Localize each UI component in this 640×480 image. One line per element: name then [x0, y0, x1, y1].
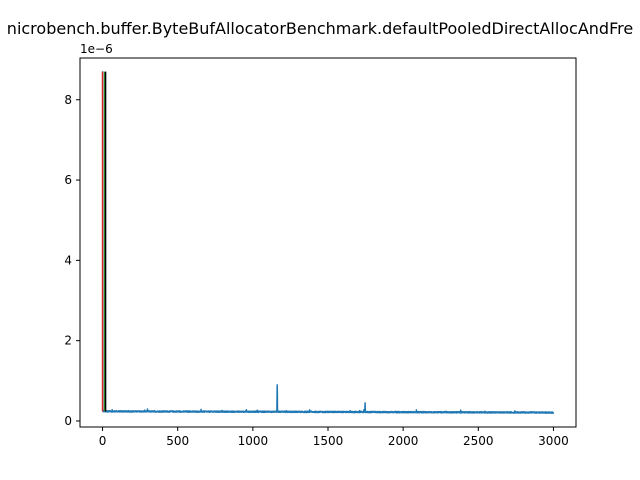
x-tick-label: 500	[166, 434, 189, 448]
y-tick-label: 4	[64, 253, 72, 267]
x-tick-label: 0	[99, 434, 107, 448]
plot-frame	[79, 57, 577, 428]
y-tick-label: 6	[64, 173, 72, 187]
x-tick-label: 1000	[238, 434, 269, 448]
plot-area	[101, 70, 555, 414]
y-tick-label: 2	[64, 334, 72, 348]
y-tick-label: 8	[64, 93, 72, 107]
x-tick-label: 2500	[463, 434, 494, 448]
series-line-0	[101, 70, 555, 414]
x-tick-label: 1500	[313, 434, 344, 448]
x-tick-label: 2000	[388, 434, 419, 448]
y-axis: 0 2 4 6 8	[64, 93, 80, 428]
y-axis-offset-label: 1e−6	[80, 42, 113, 56]
x-tick-label: 3000	[538, 434, 569, 448]
chart-title: nicrobench.buffer.ByteBufAllocatorBenchm…	[7, 19, 633, 38]
x-axis: 0 500 1000 1500 2000 2500 3000	[99, 427, 569, 448]
y-tick-label: 0	[64, 414, 72, 428]
